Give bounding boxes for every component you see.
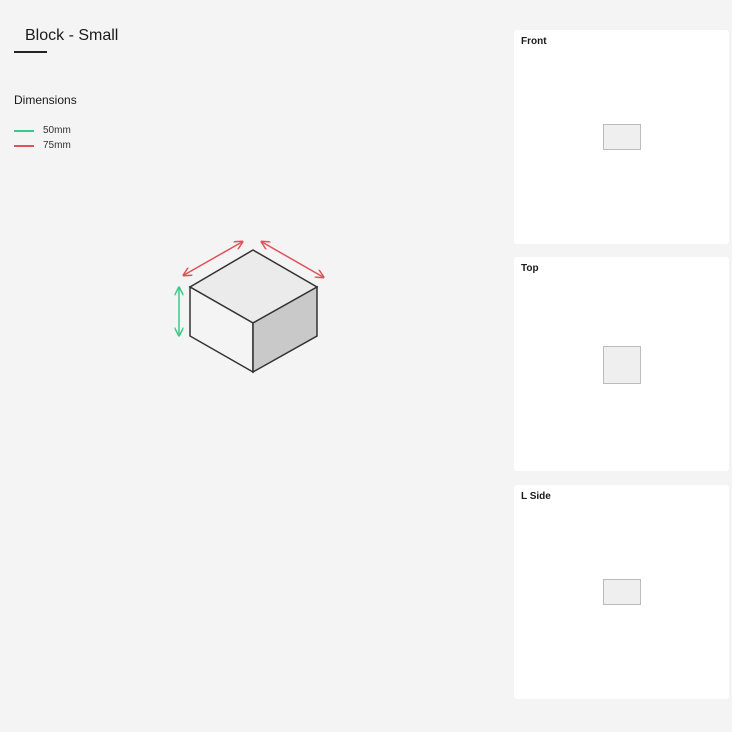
legend-item-75mm: 75mm (14, 140, 71, 151)
red-line-swatch (14, 144, 34, 147)
depth-arrow (262, 242, 323, 277)
green-line-swatch (14, 129, 34, 132)
left-side-view-shape (603, 579, 641, 605)
dimensions-heading: Dimensions (14, 93, 77, 107)
title-underline (14, 51, 47, 53)
left-side-view-panel: L Side (514, 485, 729, 699)
cube-right-face (252, 285, 318, 374)
legend-label: 50mm (43, 125, 71, 136)
page-title: Block - Small (25, 27, 119, 44)
front-view-shape (603, 124, 641, 150)
top-view-panel: Top (514, 257, 729, 471)
panel-label: L Side (521, 491, 551, 502)
legend-item-50mm: 50mm (14, 125, 71, 136)
panel-label: Front (521, 36, 547, 47)
panel-label: Top (521, 263, 539, 274)
top-view-shape (603, 346, 641, 384)
width-arrow (184, 242, 242, 275)
front-view-panel: Front (514, 30, 729, 244)
legend-label: 75mm (43, 140, 71, 151)
